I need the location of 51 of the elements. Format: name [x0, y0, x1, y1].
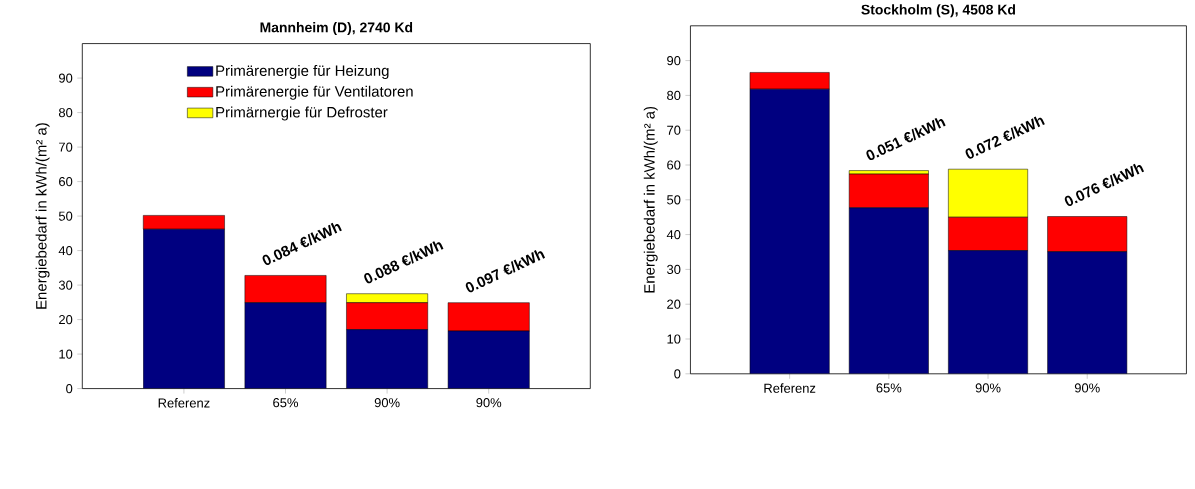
- bar: [849, 207, 929, 374]
- y-tick-label: 30: [667, 264, 681, 275]
- annotation: 0.051 €/kWh: [866, 118, 946, 161]
- chart-title: Stockholm (S), 4508 Kd: [861, 4, 1016, 18]
- y-tick-label: 90: [667, 56, 681, 66]
- bar: [244, 302, 327, 389]
- y-tick-label: 80: [58, 108, 73, 118]
- bar: [749, 89, 830, 374]
- x-tick-label: 90%: [476, 398, 502, 408]
- x-tick-label: 65%: [876, 383, 902, 393]
- y-tick-label: 70: [59, 142, 73, 152]
- x-tick-label: 90%: [374, 398, 400, 408]
- y-tick-label: 30: [58, 280, 73, 290]
- legend-label: Primärenergie für Ventilatoren: [216, 85, 413, 100]
- y-tick-label: 40: [666, 230, 681, 240]
- bar: [143, 229, 225, 389]
- y-tick-label: 0: [674, 369, 681, 379]
- y-tick-label: 20: [667, 299, 681, 309]
- y-tick-label: 60: [667, 160, 681, 170]
- y-tick-label: 20: [59, 315, 73, 325]
- y-tick-label: 40: [58, 246, 73, 256]
- x-tick-label: 90%: [975, 383, 1001, 393]
- y-tick-label: 50: [667, 195, 681, 205]
- y-tick-label: 0: [66, 384, 73, 394]
- y-axis-title: Energiebedarf in kWh/(m² a): [35, 123, 50, 309]
- bar: [1047, 251, 1128, 374]
- y-tick-label: 10: [59, 349, 73, 359]
- y-tick-label: 80: [667, 90, 681, 101]
- x-tick-label: Referenz: [158, 398, 210, 408]
- bar: [848, 173, 929, 209]
- annotation: 0.072 €/kWh: [965, 116, 1045, 159]
- chart-title: Mannheim (D), 2740 Kd: [260, 22, 413, 36]
- bar: [346, 329, 428, 389]
- y-tick-label: 50: [58, 211, 73, 221]
- x-tick-label: Referenz: [764, 383, 816, 393]
- y-tick-label: 90: [59, 73, 73, 83]
- y-axis-title: Energiebedarf in kWh/(m² a): [643, 107, 658, 293]
- legend-label: Primärnergie für Defroster: [216, 106, 388, 121]
- annotation: 0.084 €/kWh: [262, 223, 342, 266]
- annotation: 0.076 €/kWh: [1064, 164, 1145, 207]
- y-tick-label: 60: [59, 177, 73, 187]
- legend-label: Primärenergie für Heizung: [216, 65, 389, 80]
- annotation: 0.088 €/kWh: [364, 241, 444, 284]
- annotation: 0.097 €/kWh: [465, 250, 546, 293]
- x-tick-label: 90%: [1074, 383, 1100, 393]
- y-tick-label: 10: [667, 334, 681, 344]
- bar: [447, 330, 530, 389]
- y-tick-label: 70: [667, 125, 681, 135]
- bar: [948, 250, 1028, 374]
- x-tick-label: 65%: [273, 398, 299, 408]
- bar: [244, 275, 327, 304]
